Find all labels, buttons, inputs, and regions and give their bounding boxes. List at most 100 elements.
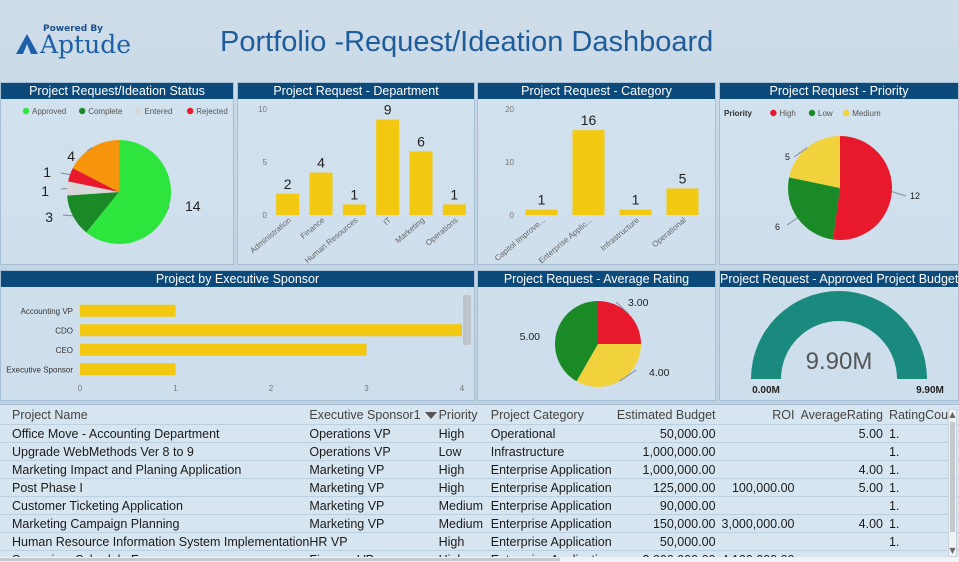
table-cell: Infrastructure: [491, 443, 617, 461]
bar: [573, 130, 605, 215]
column-header[interactable]: AverageRating: [801, 405, 889, 425]
pie-data-label: 12: [910, 191, 920, 201]
panel-title: Project Request/Ideation Status: [1, 83, 233, 99]
rating-pie-chart[interactable]: 3.004.005.00: [478, 287, 716, 401]
pie-data-label: 1: [41, 183, 49, 199]
status-chart-panel[interactable]: Project Request/Ideation Status Approved…: [0, 82, 234, 265]
bar-data-label: 16: [581, 112, 597, 128]
column-header[interactable]: Estimated Budget: [617, 405, 722, 425]
vertical-scrollbar[interactable]: ▲ ▼: [948, 409, 957, 557]
bar: [620, 210, 652, 215]
legend-label: High: [779, 109, 795, 118]
legend-marker: [843, 110, 849, 116]
column-header[interactable]: Priority: [439, 405, 491, 425]
table-cell: Marketing VP: [309, 461, 438, 479]
bar: [667, 189, 699, 216]
x-tick-label: Operational: [650, 215, 688, 249]
x-tick-label: 3: [364, 384, 369, 393]
pie-slice: [788, 177, 840, 239]
aptude-logo-icon: [14, 32, 40, 58]
panel-title: Project by Executive Sponsor: [1, 271, 474, 287]
sponsor-chart-panel[interactable]: Project by Executive Sponsor Accounting …: [0, 270, 475, 401]
table-cell: 90,000.00: [617, 497, 722, 515]
panel-title: Project Request - Department: [238, 83, 474, 99]
sort-descending-icon[interactable]: [425, 412, 437, 419]
legend-label: Low: [818, 109, 833, 118]
scroll-down-icon[interactable]: ▼: [949, 546, 956, 556]
table-row[interactable]: Human Resource Information System Implem…: [0, 533, 959, 551]
bar-data-label: 1: [538, 192, 546, 208]
legend-marker: [770, 110, 776, 116]
y-category-label: Accounting VP: [21, 307, 73, 316]
aptude-logo: Powered By Aptude: [14, 24, 134, 64]
y-tick-label: 5: [263, 158, 268, 167]
table-cell: Office Move - Accounting Department: [0, 425, 309, 443]
bar: [80, 324, 462, 336]
table-cell: Enterprise Application: [491, 533, 617, 551]
bar: [526, 210, 558, 215]
legend-label: Complete: [88, 107, 123, 116]
legend-marker: [809, 110, 815, 116]
scroll-thumb[interactable]: [950, 422, 955, 532]
table-cell: 1,000,000.00: [617, 461, 722, 479]
pie-slice: [833, 136, 892, 240]
legend-marker: [23, 108, 29, 114]
bar: [376, 120, 399, 215]
page-title: Portfolio -Request/Ideation Dashboard: [220, 26, 713, 59]
pie-data-label: 4.00: [649, 367, 670, 379]
table-cell: High: [439, 425, 491, 443]
scroll-up-icon[interactable]: ▲: [949, 410, 956, 420]
x-tick-label: 0: [78, 384, 83, 393]
table-cell: HR VP: [309, 533, 438, 551]
y-tick-label: 0: [510, 211, 515, 220]
table-cell: 50,000.00: [617, 533, 722, 551]
x-tick-label: IT: [382, 216, 393, 228]
budget-gauge-panel[interactable]: Project Request - Approved Project Budge…: [719, 270, 959, 401]
column-header[interactable]: Project Category: [491, 405, 617, 425]
table-cell: [801, 497, 889, 515]
table-row[interactable]: Marketing Impact and Planing Application…: [0, 461, 959, 479]
panel-title: Project Request - Approved Project Budge…: [720, 271, 958, 287]
table-cell: [722, 533, 801, 551]
table-cell: Human Resource Information System Implem…: [0, 533, 309, 551]
column-header[interactable]: Executive Sponsor1: [309, 405, 438, 425]
legend-label: Medium: [852, 109, 881, 118]
x-tick-label: 4: [460, 384, 465, 393]
gauge-max-label: 9.90M: [916, 385, 944, 396]
pie-data-label: 1: [43, 164, 51, 180]
horizontal-scrollbar[interactable]: [0, 557, 959, 562]
column-header[interactable]: Project Name: [0, 405, 309, 425]
bar-data-label: 5: [679, 171, 687, 187]
y-tick-label: 10: [505, 158, 514, 167]
pie-leader-line: [61, 173, 70, 175]
legend-marker: [187, 108, 193, 114]
pie-leader-line: [63, 215, 73, 216]
y-category-label: CEO: [56, 346, 73, 355]
pie-data-label: 5.00: [520, 331, 541, 343]
column-header[interactable]: ROI: [722, 405, 801, 425]
table-cell: High: [439, 479, 491, 497]
table-cell: Customer Ticketing Application: [0, 497, 309, 515]
table-cell: 4.00: [801, 461, 889, 479]
x-tick-label: Finance: [299, 215, 327, 241]
x-tick-label: Operations: [424, 216, 460, 248]
table-cell: 4.00: [801, 515, 889, 533]
